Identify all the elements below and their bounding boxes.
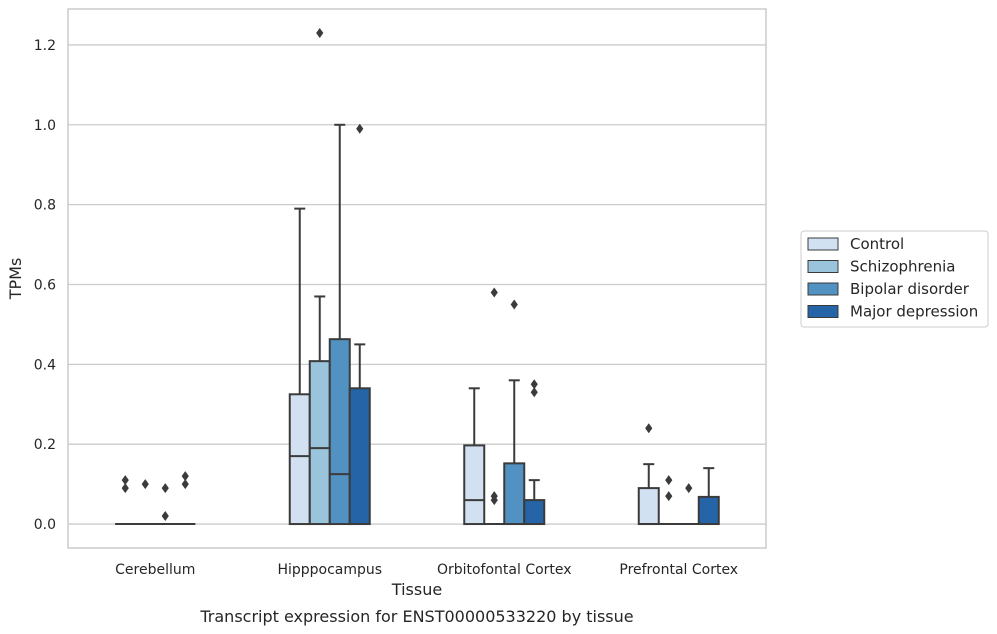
outlier-point: [490, 287, 498, 298]
box-2-1: [288, 207, 311, 526]
box-2-2: [308, 27, 331, 526]
outlier-point: [181, 471, 189, 482]
box-body: [328, 338, 351, 526]
outlier-point: [665, 491, 673, 502]
outlier-point: [356, 123, 364, 134]
grid-layer: [68, 44, 766, 525]
box-3-3: [503, 299, 526, 526]
y-tick-label: 0.6: [34, 277, 56, 293]
boxes-layer: [115, 27, 720, 526]
outlier-point: [181, 479, 189, 490]
outlier-point: [161, 483, 169, 494]
y-tick-label: 1.2: [34, 38, 56, 54]
box-body: [697, 495, 720, 526]
box-3-2: [484, 287, 505, 526]
box-3-4: [523, 379, 546, 526]
y-tick-label: 0.2: [34, 437, 56, 453]
outlier-point: [645, 423, 653, 434]
x-tick-label: Prefrontal Cortex: [619, 562, 738, 578]
box-1-1: [115, 475, 136, 526]
outlier-point: [141, 479, 149, 490]
legend-swatch: [807, 260, 839, 273]
outlier-point: [665, 475, 673, 486]
legend-label: Major depression: [850, 303, 978, 321]
legend-frame: [800, 230, 989, 328]
y-axis-label: TPMs: [6, 258, 25, 301]
legend-label: Schizophrenia: [850, 258, 955, 276]
outlier-point: [121, 483, 129, 494]
box-4-1: [637, 423, 660, 526]
x-tick-label: Orbitofontal Cortex: [437, 562, 572, 578]
box-1-3: [155, 483, 176, 526]
outlier-point: [685, 483, 693, 494]
outlier-point: [530, 379, 538, 390]
box-body: [348, 387, 371, 526]
box-4-3: [678, 483, 699, 526]
box-3-1: [463, 387, 486, 526]
legend-item-3: Bipolar disorder: [807, 280, 970, 298]
legend-label: Bipolar disorder: [850, 280, 970, 298]
chart-caption: Transcript expression for ENST0000053322…: [199, 607, 633, 626]
y-tick-labels: 0.0 0.2 0.4 0.6 0.8 1.0 1.2: [34, 38, 56, 533]
outlier-point: [121, 475, 129, 486]
box-4-2: [658, 475, 679, 526]
outlier-point: [490, 491, 498, 502]
legend-item-1: Control: [807, 235, 904, 253]
box-1-4: [175, 471, 196, 526]
y-tick-label: 0.8: [34, 198, 56, 214]
legend: Control Schizophrenia Bipolar disorder Majo…: [800, 230, 989, 328]
box-1-2: [135, 479, 156, 526]
x-tick-label: Hipppocampus: [277, 562, 382, 578]
y-tick-label: 0.4: [34, 357, 56, 373]
box-2-4: [348, 123, 371, 526]
legend-item-4: Major depression: [807, 303, 978, 321]
box-body: [637, 487, 660, 526]
legend-swatch: [807, 282, 839, 296]
box-body: [523, 499, 546, 526]
plot-frame: [67, 8, 767, 549]
y-tick-label: 1.0: [34, 118, 56, 134]
box-4-4: [697, 467, 720, 526]
box-body: [503, 462, 526, 526]
legend-item-2: Schizophrenia: [807, 258, 955, 276]
box-body: [288, 393, 311, 526]
box-body: [463, 444, 486, 526]
outlier-point: [161, 511, 169, 522]
x-tick-labels: Cerebellum Hipppocampus Orbitofontal Corte…: [115, 562, 738, 578]
box-2-3: [328, 123, 351, 526]
x-axis-label: Tissue: [391, 580, 442, 599]
outlier-point: [510, 299, 518, 310]
box-body: [308, 360, 331, 526]
outlier-point: [530, 387, 538, 398]
y-tick-label: 0.0: [34, 517, 56, 533]
legend-label: Control: [850, 235, 904, 253]
x-tick-label: Cerebellum: [115, 562, 195, 578]
legend-swatch: [807, 237, 839, 251]
outlier-point: [316, 27, 324, 38]
legend-swatch: [807, 305, 839, 318]
